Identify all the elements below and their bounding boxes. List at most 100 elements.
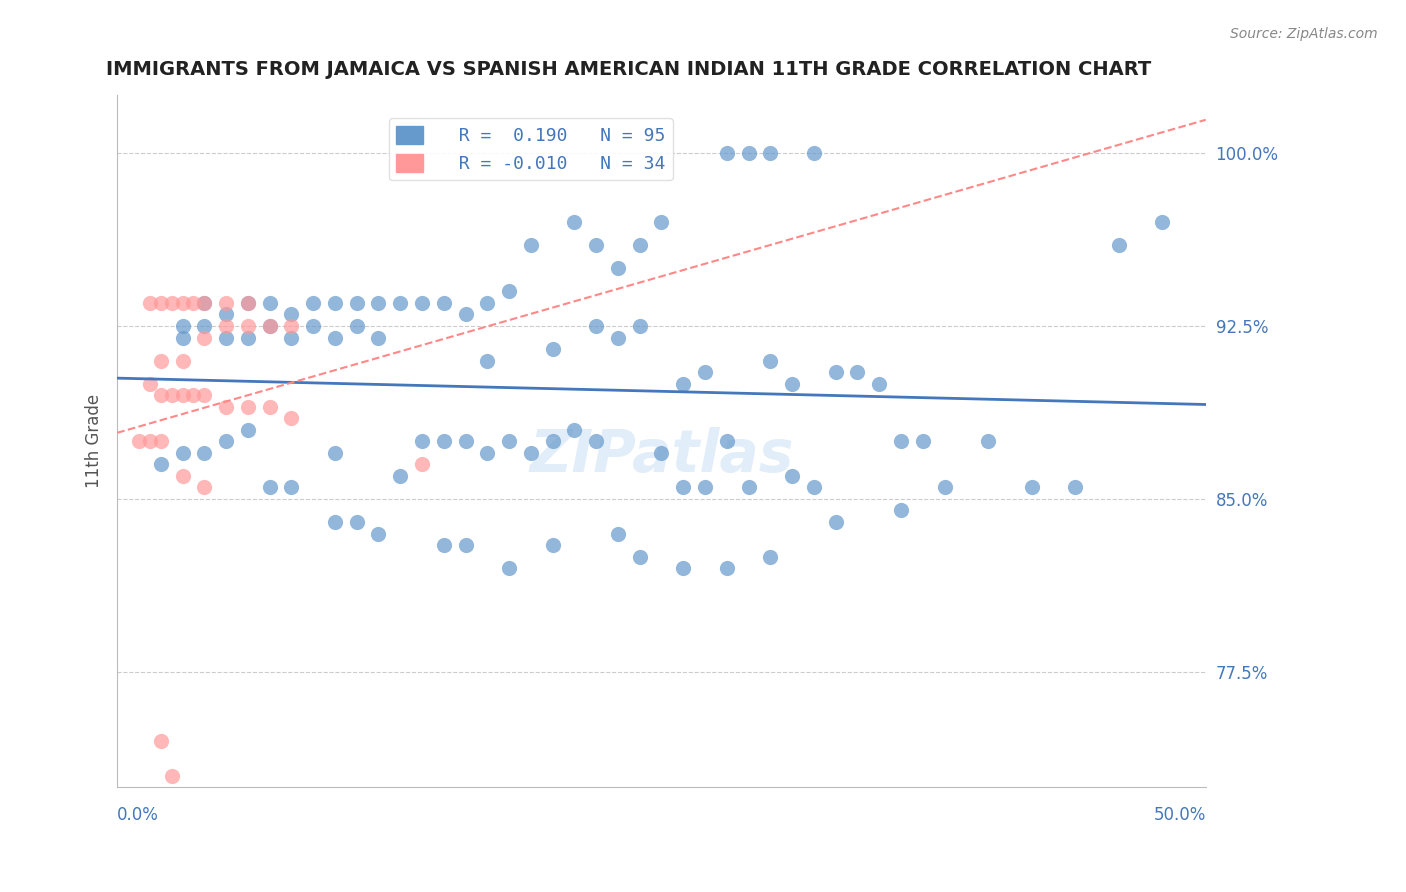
Point (693, 365, 716, 379)
Point (693, 480, 716, 494)
Point (128, 434, 150, 449)
Point (193, 296, 215, 310)
Point (824, 365, 846, 379)
Point (977, 434, 1000, 449)
Point (716, 561, 738, 575)
Point (454, 434, 477, 449)
Point (454, 538, 477, 552)
Point (934, 480, 956, 494)
Point (193, 318, 215, 333)
Point (780, 376, 803, 391)
Point (477, 296, 499, 310)
Point (824, 515, 846, 529)
Point (139, 434, 162, 449)
Point (236, 423, 259, 437)
Point (433, 296, 456, 310)
Point (672, 561, 695, 575)
Point (183, 296, 205, 310)
Point (564, 215, 586, 229)
Point (737, 146, 759, 161)
Point (890, 434, 912, 449)
Point (215, 330, 238, 344)
Point (280, 308, 302, 322)
Point (215, 400, 238, 414)
Point (498, 561, 520, 575)
Point (759, 146, 782, 161)
Point (868, 376, 890, 391)
Point (890, 503, 912, 517)
Point (259, 480, 281, 494)
Point (259, 318, 281, 333)
Point (236, 318, 259, 333)
Point (183, 388, 205, 402)
Point (172, 446, 194, 460)
Y-axis label: 11th Grade: 11th Grade (86, 394, 103, 488)
Legend:   R =  0.190   N = 95,   R = -0.010   N = 34: R = 0.190 N = 95, R = -0.010 N = 34 (388, 119, 673, 180)
Text: IMMIGRANTS FROM JAMAICA VS SPANISH AMERICAN INDIAN 11TH GRADE CORRELATION CHART: IMMIGRANTS FROM JAMAICA VS SPANISH AMERI… (107, 60, 1152, 78)
Point (172, 330, 194, 344)
Point (160, 388, 183, 402)
Point (737, 480, 759, 494)
Point (564, 423, 586, 437)
Point (193, 330, 215, 344)
Point (716, 434, 738, 449)
Point (716, 146, 738, 161)
Point (259, 400, 281, 414)
Point (1108, 238, 1130, 252)
Point (149, 458, 172, 472)
Point (628, 318, 651, 333)
Point (607, 330, 630, 344)
Point (650, 215, 672, 229)
Point (541, 434, 564, 449)
Point (172, 469, 194, 483)
Point (759, 353, 782, 368)
Point (367, 296, 389, 310)
Point (477, 353, 499, 368)
Point (259, 296, 281, 310)
Point (215, 434, 238, 449)
Point (323, 330, 346, 344)
Point (411, 458, 433, 472)
Point (139, 376, 162, 391)
Point (236, 400, 259, 414)
Point (172, 318, 194, 333)
Point (1021, 480, 1043, 494)
Point (477, 446, 499, 460)
Point (302, 318, 325, 333)
Point (846, 365, 869, 379)
Point (607, 261, 630, 276)
Text: 50.0%: 50.0% (1153, 805, 1206, 823)
Point (585, 434, 607, 449)
Point (236, 330, 259, 344)
Point (172, 791, 194, 805)
Point (454, 308, 477, 322)
Point (193, 480, 215, 494)
Point (302, 296, 325, 310)
Point (541, 538, 564, 552)
Point (498, 434, 520, 449)
Point (389, 296, 412, 310)
Point (215, 296, 238, 310)
Text: ZIPatlas: ZIPatlas (529, 426, 794, 483)
Point (172, 353, 194, 368)
Point (541, 342, 564, 356)
Point (585, 238, 607, 252)
Point (367, 526, 389, 541)
Point (149, 434, 172, 449)
Point (149, 353, 172, 368)
Point (520, 446, 543, 460)
Text: Source: ZipAtlas.com: Source: ZipAtlas.com (1230, 27, 1378, 41)
Point (215, 318, 238, 333)
Point (323, 446, 346, 460)
Point (367, 330, 389, 344)
Point (759, 549, 782, 564)
Point (172, 388, 194, 402)
Point (520, 238, 543, 252)
Point (149, 734, 172, 748)
Point (803, 480, 825, 494)
Point (498, 285, 520, 299)
Point (803, 146, 825, 161)
Point (280, 330, 302, 344)
Point (280, 480, 302, 494)
Point (433, 434, 456, 449)
